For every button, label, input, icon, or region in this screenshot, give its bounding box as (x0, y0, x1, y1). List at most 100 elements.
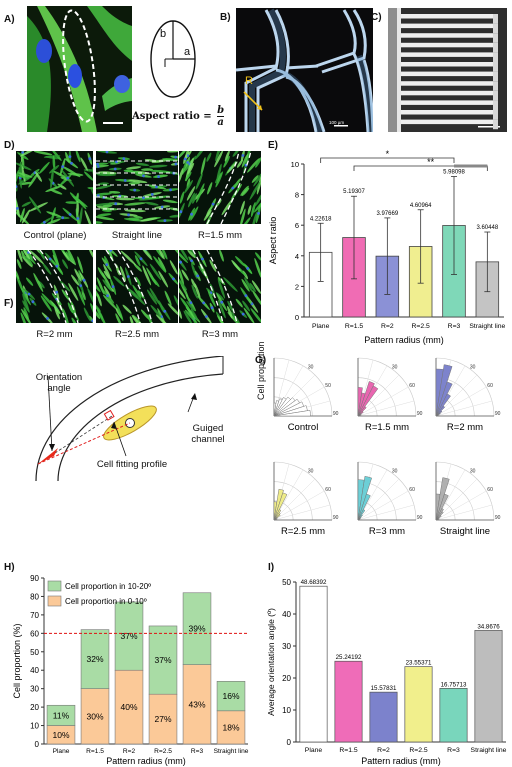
i-bar (299, 585, 328, 743)
h-ytick-label: 50 (30, 648, 39, 657)
polar-bar (273, 410, 311, 417)
nucleus-dot (183, 157, 187, 161)
h-bar-10-20 (46, 704, 76, 726)
nucleus-dot (169, 188, 172, 192)
cell-shape (102, 294, 118, 311)
cell-shape (194, 151, 207, 160)
polar-tick-label: 30 (470, 364, 476, 370)
cell-shape (240, 185, 249, 196)
cell-shape (215, 151, 222, 162)
cell-shape (251, 211, 258, 224)
panel-c-micrograph (388, 8, 507, 132)
cell-shape (179, 250, 189, 264)
channel-stripe (401, 71, 493, 77)
cell-shape (51, 151, 62, 161)
cell-shape (235, 256, 246, 267)
cell-shape (16, 274, 24, 293)
cell-shape (215, 292, 225, 301)
nucleus-dot (246, 267, 250, 270)
polar-caption: R=2.5 mm (281, 526, 325, 537)
nucleus-dot (123, 179, 127, 182)
cell-shape (84, 210, 93, 224)
nucleus-dot (133, 188, 137, 192)
outer-channel-wall (35, 356, 224, 481)
cell-shape (46, 211, 62, 218)
cell-shape (35, 171, 42, 182)
h-bar-0-10 (182, 664, 212, 745)
cell-shape (247, 204, 252, 215)
cell-shape (149, 287, 160, 305)
i-xtick-label: R=1.5 (339, 747, 358, 754)
nucleus-dot (61, 165, 65, 169)
panel-g-ylabel: Cell proportion (256, 341, 266, 400)
nucleus-dot (142, 196, 145, 200)
channel-end (493, 110, 498, 120)
r-2mm-image (16, 250, 93, 323)
nucleus-dot (157, 175, 160, 178)
channel-stripe (401, 23, 493, 29)
nucleus-dot (96, 165, 100, 168)
cell-shape (104, 255, 110, 267)
cell-shape (16, 259, 22, 270)
nucleus-dot (70, 161, 73, 165)
channel-stripe (401, 81, 493, 86)
nucleus-dot (61, 216, 65, 220)
cell-shape (61, 289, 71, 302)
nucleus-dot (21, 151, 25, 154)
cell-shape (18, 172, 33, 178)
nucleus-dot (190, 259, 193, 263)
nucleus-dot (79, 284, 83, 287)
channel-stripe (401, 90, 493, 96)
i-value-label: 23.55371 (406, 660, 432, 667)
cell-shape (149, 164, 168, 168)
cell-shape (126, 166, 142, 170)
cell-shape (96, 288, 100, 300)
cell-shape (179, 282, 186, 300)
cell-shape (149, 263, 162, 281)
cell-shape (249, 282, 256, 292)
control-plane-image (16, 151, 93, 224)
orientation-angle-chart: 0 10 20 30 40 50 Average orientation angle (º)… (266, 578, 507, 766)
channel-end (493, 33, 498, 43)
e-ylabel: Aspect ratio (268, 217, 278, 265)
nucleus-dot (68, 213, 72, 216)
nucleus-dot (179, 210, 183, 214)
i-ytick-label: 0 (287, 738, 292, 747)
e-value-label: 3.97669 (376, 211, 398, 217)
nucleus-dot (122, 157, 126, 160)
cell-shape (194, 283, 201, 299)
nucleus-dot (210, 306, 214, 310)
channel-stripe (401, 42, 493, 48)
nucleus-dot (205, 315, 208, 318)
cell-shape (251, 175, 259, 183)
cell-shape (250, 201, 256, 218)
h-xtick-label: R=2.5 (154, 748, 172, 755)
cell-shape (42, 262, 52, 275)
h-label-10-20: 32% (86, 654, 103, 664)
cell-shape (132, 284, 142, 299)
polar-tick-label: 60 (325, 487, 331, 493)
polar-plot: 30 60 90 R=1.5 mm (357, 357, 423, 433)
cell-shape (250, 308, 261, 323)
polar-tick-label: 90 (495, 515, 501, 521)
nucleus-dot (220, 300, 224, 304)
caption-r25: R=2.5 mm (114, 329, 160, 340)
cell-shape (51, 250, 59, 267)
cell-shape (137, 290, 145, 299)
cell-shape (209, 259, 217, 272)
cell-shape (104, 250, 114, 261)
nucleus-dot (66, 176, 70, 180)
cell-shape (141, 168, 153, 171)
cell-shape (20, 312, 28, 323)
cell-shape (223, 277, 238, 292)
polar-bar (357, 385, 379, 417)
cell-shape (157, 257, 167, 272)
cell-shape (249, 181, 261, 200)
nucleus-dot (114, 202, 118, 206)
channel-end (493, 119, 498, 130)
cell-shape (17, 152, 29, 160)
polar-tick-label: 60 (409, 383, 415, 389)
aspect-ratio-formula: Aspect ratio = b a (132, 105, 225, 128)
polar-spoke (357, 478, 400, 521)
cell-shape (96, 202, 115, 207)
